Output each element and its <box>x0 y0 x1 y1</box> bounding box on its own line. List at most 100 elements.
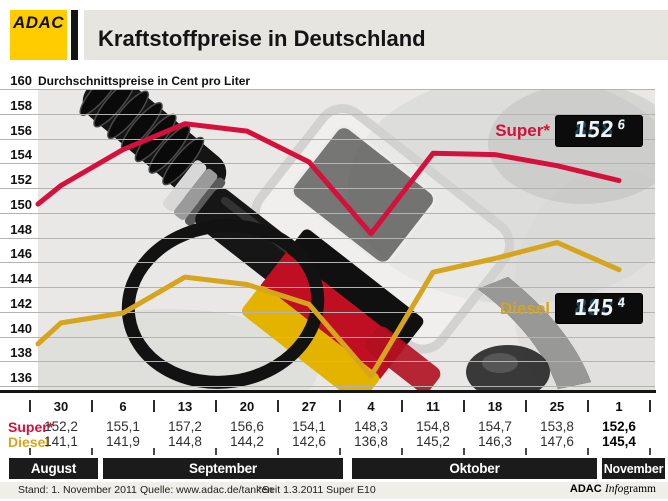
super-value-cell: 148,3 <box>354 419 388 434</box>
footer-brand-adac: ADAC <box>569 483 602 495</box>
y-tick-label: 138 <box>10 345 32 361</box>
diesel-value-cell: 145,2 <box>416 434 450 449</box>
chart-subtitle: Durchschnittspreise in Cent pro Liter <box>38 74 251 88</box>
y-gridline <box>0 163 655 165</box>
y-gridline <box>0 212 655 214</box>
footer-stand: Stand: 1. November 2011 <box>18 484 137 496</box>
x-axis-baseline <box>0 390 656 393</box>
footer-brand: ADAC Infogramm <box>570 483 656 495</box>
title-band: Kraftstoffpreise in Deutschland <box>84 10 668 60</box>
y-gridline <box>0 188 655 189</box>
bottom-tick <box>153 448 155 455</box>
y-tick-label: 156 <box>10 122 32 138</box>
super-value-cell: 154,8 <box>416 419 450 434</box>
x-axis-tick <box>215 400 217 412</box>
bottom-tick <box>29 448 31 455</box>
bottom-tick <box>215 448 217 455</box>
bottom-tick <box>525 448 527 455</box>
month-band-september: September <box>103 458 343 479</box>
bottom-tick <box>649 448 651 455</box>
x-axis-date-label: 11 <box>426 399 440 414</box>
x-axis-date-label: 27 <box>301 399 317 414</box>
adac-logo: ADAC <box>10 10 67 60</box>
x-axis-tick <box>29 400 31 412</box>
bottom-tick <box>463 448 465 455</box>
page-title: Kraftstoffpreise in Deutschland <box>98 26 426 51</box>
y-tick-label: 148 <box>10 221 32 237</box>
table-row-label-diesel: Diesel <box>8 434 50 450</box>
footer-source: Quelle: www.adac.de/tanken <box>140 484 274 496</box>
y-tick-label: 154 <box>10 147 32 163</box>
diesel-value-cell: 146,3 <box>478 434 512 449</box>
y-tick-label: 136 <box>10 370 32 385</box>
x-axis-tick <box>91 400 93 412</box>
x-axis-tick <box>277 400 279 412</box>
y-gridline <box>0 336 655 338</box>
y-tick-label: 140 <box>10 320 32 336</box>
bottom-tick <box>339 448 341 455</box>
month-band-november: November <box>602 458 665 479</box>
diesel-value-cell: 136,8 <box>354 434 388 449</box>
super-value-cell: 152,6 <box>602 419 636 434</box>
y-tick-label: 146 <box>10 246 32 262</box>
x-axis-date-label: 20 <box>239 399 255 414</box>
x-axis-tick <box>525 400 527 412</box>
y-tick-label: 150 <box>10 196 32 212</box>
x-axis-tick <box>463 400 465 412</box>
bottom-tick <box>91 448 93 455</box>
y-gridline <box>0 237 655 239</box>
x-axis-date-label: 30 <box>53 399 69 414</box>
diesel-value-cell: 145,4 <box>602 434 636 449</box>
x-axis-date-label: 4 <box>367 399 375 414</box>
super-value-cell: 155,1 <box>106 419 140 434</box>
super-value-cell: 153,8 <box>540 419 574 434</box>
x-axis-date-label: 1 <box>615 399 623 414</box>
bottom-tick <box>277 448 279 455</box>
y-gridline <box>0 287 655 288</box>
y-tick-label: 160 <box>10 73 32 88</box>
diesel-value-cell: 144,8 <box>168 434 202 449</box>
month-band-august: August <box>9 458 98 479</box>
x-axis-date-label: 6 <box>119 399 127 414</box>
super-series-label: Super* <box>495 121 550 140</box>
header-divider-bar <box>71 10 78 60</box>
y-gridline <box>0 361 655 363</box>
y-gridline <box>0 89 655 90</box>
x-axis-tick <box>587 400 589 412</box>
diesel-value-cell: 141,9 <box>106 434 140 449</box>
diesel-value-cell: 147,6 <box>540 434 574 449</box>
diesel-value-cell: 141,1 <box>44 434 78 449</box>
y-gridline <box>0 262 655 264</box>
y-tick-label: 142 <box>10 295 32 311</box>
footer-brand-gramm: gramm <box>623 483 656 495</box>
y-gridline <box>0 386 655 387</box>
bottom-tick <box>401 448 403 455</box>
x-axis-tick <box>401 400 403 412</box>
x-axis-tick <box>649 400 651 412</box>
diesel-series-label: Diesel <box>499 299 550 318</box>
bottom-tick <box>587 448 589 455</box>
super-value-cell: 157,2 <box>168 419 202 434</box>
month-band-oktober: Oktober <box>352 458 597 479</box>
x-axis-date-label: 18 <box>487 399 503 414</box>
x-axis-tick <box>153 400 155 412</box>
adac-logo-text: ADAC <box>12 13 65 32</box>
x-axis-date-label: 13 <box>177 399 193 414</box>
y-tick-label: 144 <box>10 271 32 286</box>
y-tick-label: 158 <box>10 97 32 113</box>
footer-band <box>0 482 668 499</box>
y-tick-label: 152 <box>10 172 32 187</box>
footer-brand-info: Info <box>604 483 624 495</box>
diesel-value-cell: 144,2 <box>230 434 264 449</box>
footer-footnote: *Seit 1.3.2011 Super E10 <box>258 484 376 496</box>
y-gridline <box>0 113 655 115</box>
super-value-cell: 154,1 <box>292 419 326 434</box>
super-value-cell: 154,7 <box>478 419 512 434</box>
